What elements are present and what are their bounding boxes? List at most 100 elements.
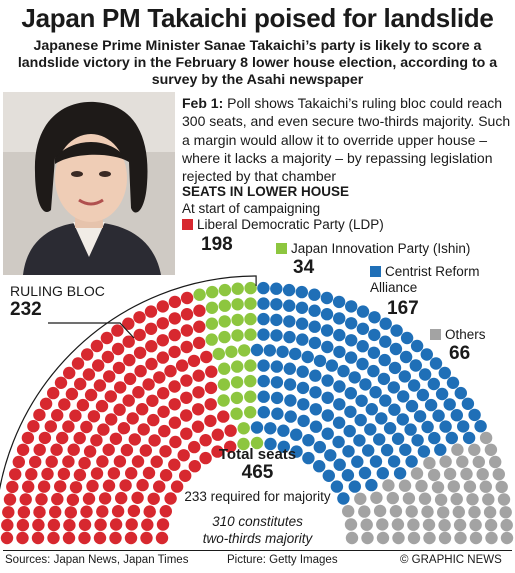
two-thirds-line-2: two-thirds majority [202, 531, 313, 546]
seat-dot [237, 422, 250, 435]
seat-dot [3, 493, 17, 506]
seat-dot [187, 354, 201, 368]
seat-dot [423, 456, 436, 470]
seat-dot [136, 478, 149, 492]
seat-dot [396, 413, 409, 426]
seat-dot [117, 422, 131, 435]
seat-dot [230, 407, 243, 420]
seat-dot [191, 420, 205, 433]
seat-dot [250, 436, 264, 450]
seat-dot [356, 322, 370, 335]
seat-dot [212, 347, 225, 361]
seat-dot [364, 423, 377, 436]
seat-dot [69, 481, 83, 494]
footer-credit: © GRAPHIC NEWS [400, 554, 502, 566]
seat-dot [16, 531, 29, 545]
seat-dot [100, 331, 114, 345]
seat-dot [434, 443, 447, 456]
seat-dot [51, 492, 64, 506]
seat-dot [379, 335, 392, 348]
seat-dot [356, 305, 370, 318]
seat-dot [484, 443, 498, 456]
seat-dot [492, 468, 505, 481]
seat-dot [16, 518, 30, 532]
seat-dot [50, 443, 63, 456]
seat-dot [387, 455, 401, 468]
seat-dot [373, 504, 387, 518]
seat-dot [302, 451, 315, 465]
seat-dot [73, 468, 87, 482]
seat-dot [211, 428, 224, 441]
seat-dot [308, 336, 322, 350]
seat-dot [482, 493, 495, 506]
seat-dot [29, 455, 42, 469]
seat-dot [80, 420, 93, 434]
seat-dot [270, 360, 283, 373]
seat-dot [94, 518, 107, 531]
seat-dot [205, 333, 218, 346]
seat-dot [344, 351, 358, 364]
seat-dot [341, 469, 355, 482]
seat-dot [365, 403, 378, 416]
seat-dot [71, 357, 85, 370]
seat-dot [122, 317, 135, 330]
seat-dot [468, 408, 481, 422]
seat-dot [133, 346, 147, 359]
seat-dot [156, 300, 169, 313]
seat-dot [39, 397, 53, 410]
seat-dot [427, 377, 440, 391]
seat-dot [345, 317, 358, 330]
seat-dot [342, 505, 355, 518]
seat-dot [379, 317, 392, 330]
seat-dot [410, 339, 424, 353]
seat-dot [244, 390, 257, 403]
seat-dot [438, 531, 452, 545]
seat-dot [137, 423, 150, 436]
seat-dot [16, 443, 30, 456]
seat-dot [109, 518, 123, 531]
ruling-bloc-bracket [0, 275, 257, 491]
seat-dot [257, 297, 270, 310]
legend-ldp: Liberal Democratic Party (LDP) [182, 217, 384, 233]
seat-dot [333, 398, 346, 411]
seat-dot [74, 377, 87, 391]
seat-dot [297, 398, 310, 411]
seat-dot [282, 283, 296, 297]
seat-dot [333, 312, 346, 325]
seat-dot [84, 388, 98, 402]
seat-dot [32, 518, 45, 532]
seat-dot [205, 365, 218, 378]
seat-dot [344, 405, 357, 418]
seat-dot [231, 313, 244, 327]
seat-dot [19, 493, 32, 506]
seat-dot [301, 350, 314, 364]
seat-dot [443, 467, 457, 481]
seat-dot [146, 394, 159, 407]
seat-dot [2, 506, 15, 519]
seat-dot [35, 493, 48, 506]
seat-dot [297, 414, 310, 428]
seat-dot [168, 458, 181, 471]
legend-cra: Centrist Reform Alliance [370, 264, 480, 296]
seat-dot [192, 403, 205, 416]
seat-dot [342, 445, 355, 458]
seat-dot [244, 297, 257, 310]
seat-dot [348, 371, 361, 384]
seat-dot [345, 531, 359, 545]
seat-dot [168, 328, 181, 342]
seat-dot [362, 444, 375, 457]
seat-dot [284, 394, 297, 407]
seat-dot [103, 370, 116, 383]
seat-dot [131, 491, 144, 504]
seat-dot [62, 366, 76, 380]
total-seats-value: 465 [241, 462, 274, 483]
footer-picture-credit: Picture: Getty Images [227, 554, 338, 566]
seat-dot [439, 420, 452, 433]
seat-dot [376, 518, 389, 531]
seat-dot [369, 455, 383, 468]
seat-dot [320, 324, 334, 337]
seat-dot [309, 369, 322, 382]
seat-dot [398, 370, 411, 383]
seat-dot [192, 336, 206, 350]
seat-dot [231, 329, 244, 342]
